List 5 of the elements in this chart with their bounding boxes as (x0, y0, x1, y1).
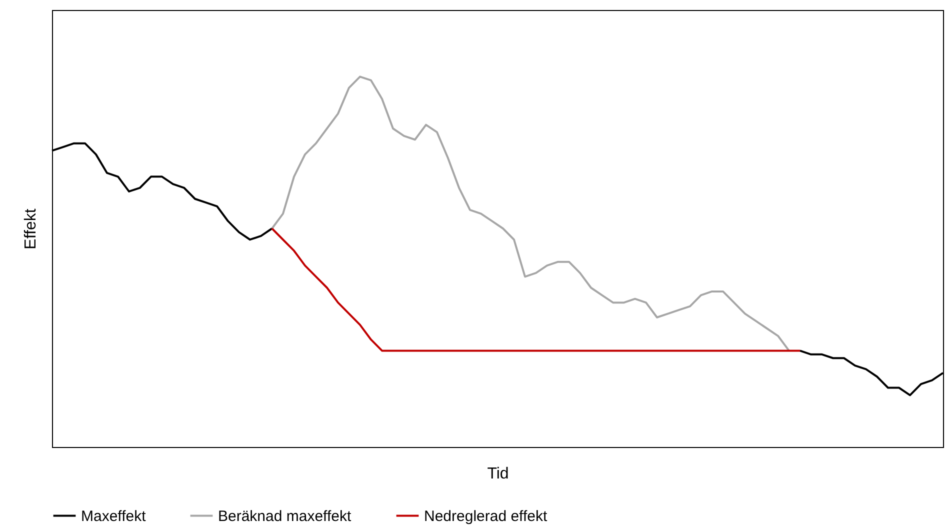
y-axis-title: Effekt (22, 208, 40, 250)
legend-label: Nedreglerad effekt (424, 508, 548, 525)
legend-label: Maxeffekt (81, 508, 147, 525)
legend-label: Beräknad maxeffekt (218, 508, 352, 525)
x-axis-title: Tid (487, 466, 509, 482)
